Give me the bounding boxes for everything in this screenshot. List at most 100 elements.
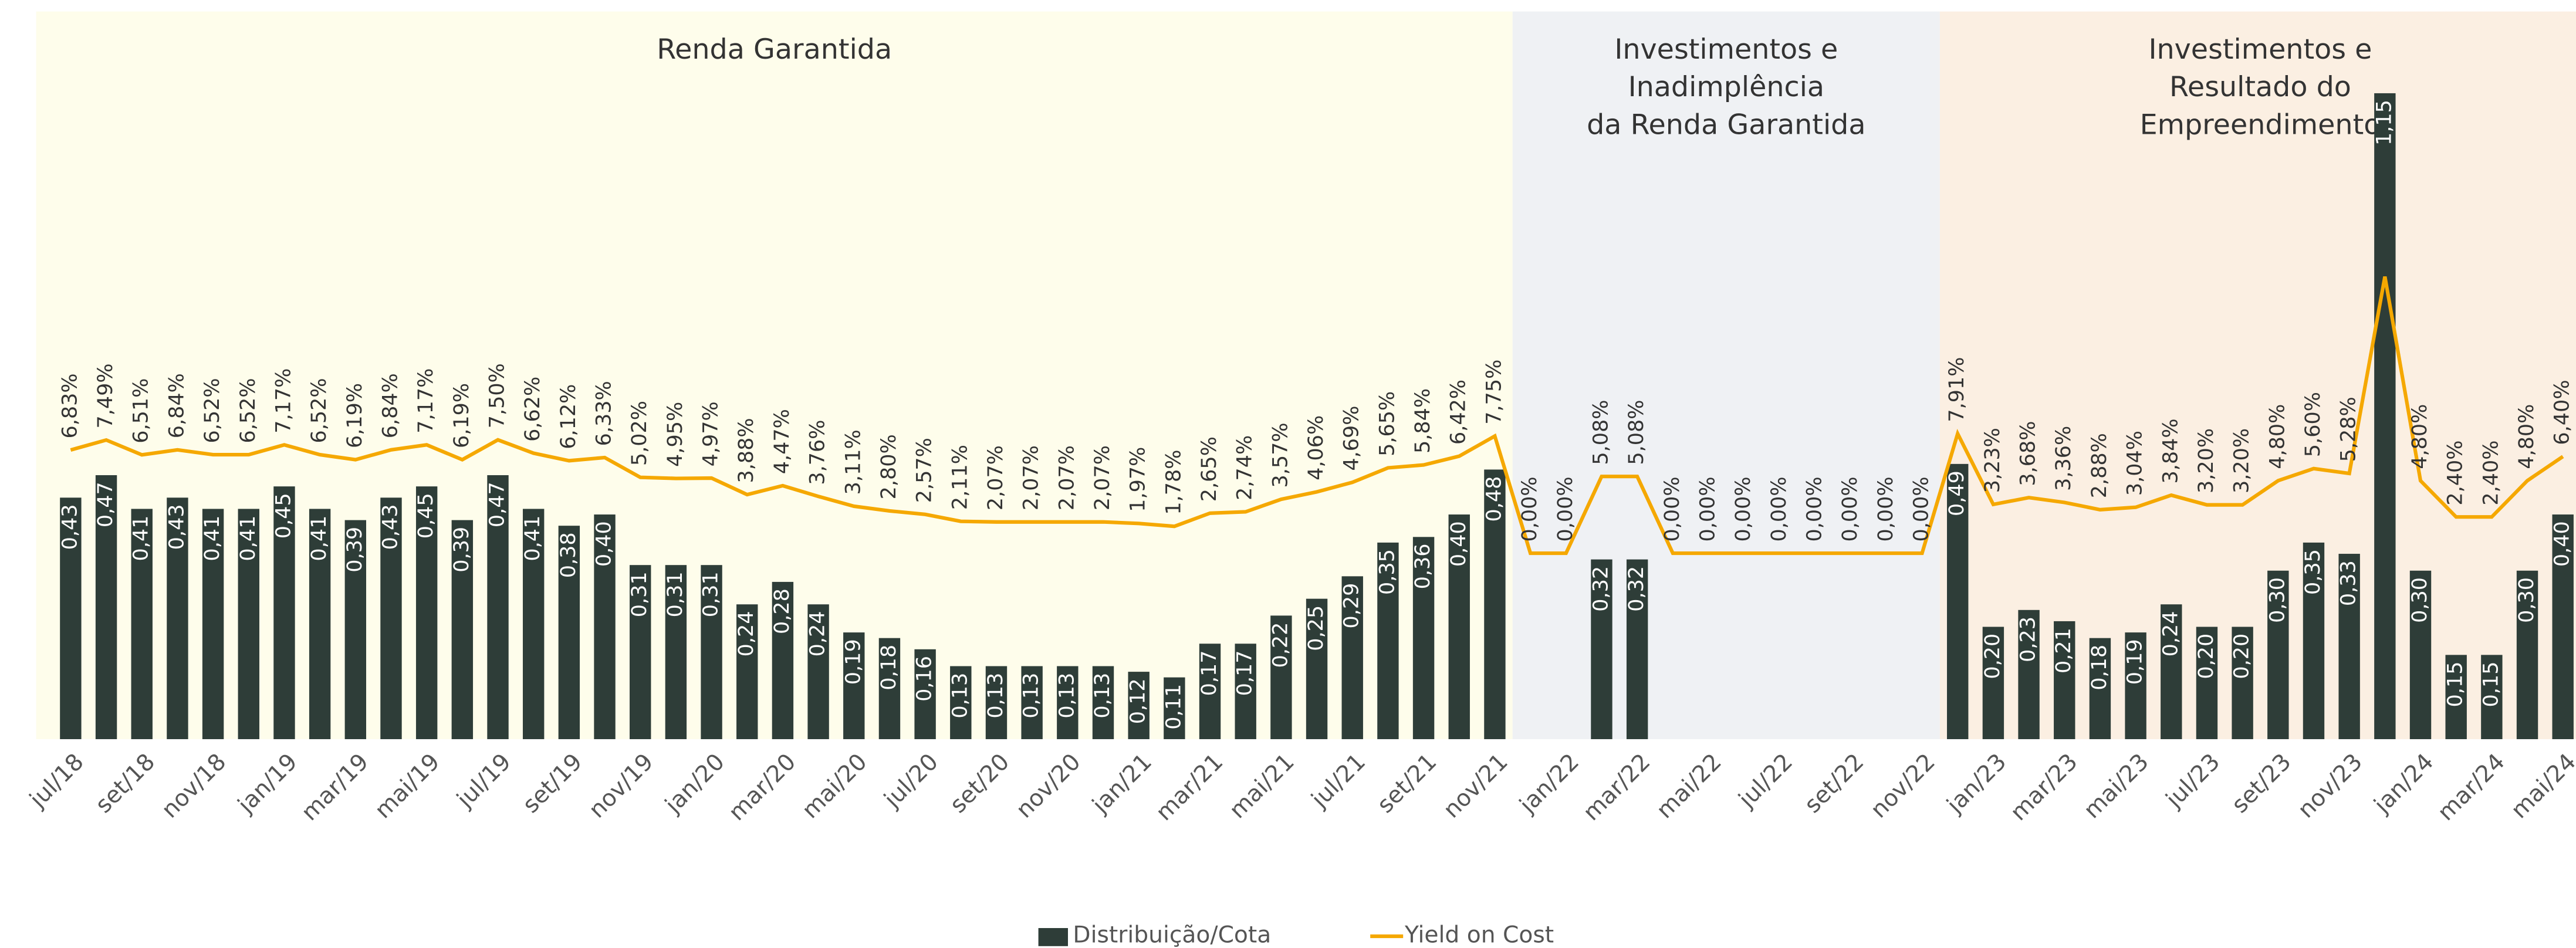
x-tick-label: mai/24	[2506, 749, 2576, 824]
x-tick-label: nov/21	[1438, 749, 1513, 823]
line-value-label: 7,17%	[272, 368, 295, 434]
bar-value-label: 0,13	[1020, 673, 1043, 719]
line-value-label: 4,06%	[1304, 415, 1328, 480]
bar-value-label: 0,23	[2017, 617, 2040, 662]
bar	[344, 520, 367, 740]
bar-value-label: 0,13	[1091, 673, 1114, 719]
line-value-label: 3,76%	[806, 419, 830, 485]
line-value-label: 2,74%	[1233, 435, 1257, 500]
line-value-label: 2,88%	[2088, 433, 2111, 498]
bar	[736, 604, 758, 740]
bar	[558, 526, 580, 740]
line-value-label: 5,65%	[1375, 391, 1399, 456]
bar-value-label: 0,41	[521, 516, 545, 561]
x-tick-label: set/19	[518, 749, 587, 818]
bar-value-label: 0,17	[1233, 650, 1257, 696]
bar-value-label: 0,31	[699, 571, 723, 617]
bar-value-label: 0,43	[58, 505, 82, 550]
bar	[2338, 554, 2360, 740]
bar	[487, 475, 509, 740]
legend-label: Yield on Cost	[1404, 922, 1554, 948]
bar-value-label: 0,22	[1269, 622, 1292, 668]
line-value-label: 3,84%	[2159, 418, 2182, 483]
x-tick-label: nov/20	[1011, 749, 1086, 823]
line-value-label: 6,84%	[165, 373, 188, 438]
bar	[1270, 615, 1292, 740]
line-value-label: 5,28%	[2337, 397, 2361, 462]
bar	[60, 497, 82, 740]
line-value-label: 3,36%	[2052, 426, 2075, 491]
bar-value-label: 0,19	[2124, 639, 2147, 685]
bar	[131, 509, 153, 740]
x-tick-label: set/23	[2227, 749, 2297, 818]
bar	[701, 565, 722, 740]
bar	[95, 475, 117, 740]
line-value-label: 0,00%	[1661, 476, 1684, 541]
line-value-label: 2,07%	[1055, 445, 1079, 510]
bar	[2303, 542, 2325, 740]
bar-value-label: 0,24	[2159, 611, 2182, 656]
bar-value-label: 0,36	[1411, 544, 1435, 590]
line-value-label: 2,07%	[1091, 445, 1114, 510]
bar-value-label: 0,41	[307, 516, 331, 561]
yield-line	[70, 276, 2564, 556]
bar-value-label: 0,39	[343, 527, 367, 573]
bar-value-label: 0,18	[2088, 645, 2111, 690]
bar-value-label: 0,13	[984, 673, 1008, 719]
line-value-label: 3,57%	[1269, 422, 1292, 487]
legend-label: Distribuição/Cota	[1073, 922, 1271, 948]
bar	[309, 509, 331, 740]
bar	[167, 497, 188, 740]
bar-value-label: 0,40	[1447, 521, 1470, 567]
x-tick-label: nov/18	[157, 749, 231, 823]
region-background	[1939, 11, 2576, 740]
line-value-label: 4,80%	[2408, 404, 2432, 469]
line-value-label: 0,00%	[1767, 476, 1791, 541]
line-value-label: 4,80%	[2266, 404, 2289, 469]
x-tick-label: mar/19	[296, 749, 374, 826]
line-value-label: 3,88%	[735, 418, 758, 483]
bar	[1199, 644, 1221, 740]
bar-value-label: 0,11	[1162, 684, 1185, 730]
bar-value-label: 0,29	[1340, 583, 1364, 629]
bar	[380, 497, 402, 740]
bar	[2125, 632, 2146, 740]
bar	[807, 604, 829, 740]
line-value-label: 7,91%	[1945, 357, 1969, 422]
bar-value-label: 0,24	[806, 611, 830, 656]
line-value-label: 6,51%	[130, 378, 153, 443]
line-value-label: 0,00%	[1518, 476, 1541, 541]
line-value-label: 2,80%	[877, 434, 901, 499]
line-value-label: 7,49%	[94, 363, 117, 428]
bar-value-label: 0,20	[2230, 634, 2254, 679]
x-tick-label: mai/19	[370, 749, 445, 824]
bar-value-label: 0,47	[486, 482, 509, 527]
line-value-label: 0,00%	[1696, 476, 1719, 541]
bar-value-label: 0,32	[1589, 566, 1612, 612]
bar-value-label: 0,24	[735, 611, 758, 656]
bar-value-label: 0,41	[130, 516, 153, 561]
bar	[950, 666, 972, 740]
region-title: Empreendimento	[2140, 109, 2381, 141]
bar	[1235, 644, 1256, 740]
bar	[2267, 570, 2289, 740]
x-tick-label: mai/21	[1225, 749, 1300, 824]
bar	[451, 520, 474, 740]
bar	[1484, 469, 1506, 740]
bar	[522, 509, 545, 740]
bar-value-label: 0,30	[2408, 577, 2432, 623]
line-value-label: 0,00%	[1838, 476, 1862, 541]
bar-value-label: 0,28	[770, 588, 794, 634]
line-value-label: 4,47%	[770, 409, 794, 474]
bar-value-label: 0,41	[236, 516, 260, 561]
bar	[878, 638, 901, 740]
bar	[630, 565, 651, 740]
bar-value-label: 0,43	[165, 505, 188, 550]
x-tick-label: mar/20	[724, 749, 801, 826]
line-value-label: 4,80%	[2515, 404, 2538, 469]
line-value-label: 5,84%	[1411, 388, 1435, 453]
line-value-label: 1,78%	[1162, 449, 1185, 514]
line-value-label: 2,07%	[984, 445, 1008, 510]
line-value-label: 5,08%	[1589, 399, 1612, 465]
